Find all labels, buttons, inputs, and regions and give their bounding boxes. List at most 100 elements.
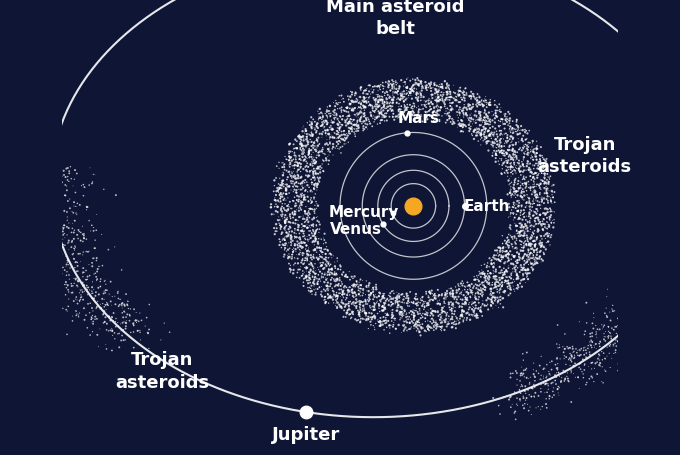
Point xyxy=(353,122,364,130)
Point xyxy=(386,97,397,105)
Point xyxy=(471,285,482,292)
Point xyxy=(605,317,616,324)
Point xyxy=(396,112,407,120)
Point xyxy=(505,211,516,218)
Point xyxy=(633,275,644,282)
Point xyxy=(426,85,437,92)
Point xyxy=(339,131,350,139)
Point xyxy=(390,80,401,87)
Point xyxy=(471,290,481,297)
Point xyxy=(359,95,370,102)
Point xyxy=(118,337,129,344)
Point xyxy=(454,304,464,311)
Point xyxy=(453,283,464,290)
Point xyxy=(617,304,628,311)
Point xyxy=(541,239,551,247)
Point xyxy=(119,301,130,308)
Point xyxy=(626,313,636,321)
Point xyxy=(456,128,466,136)
Point xyxy=(392,90,403,97)
Point xyxy=(515,228,526,236)
Point xyxy=(511,241,522,248)
Point xyxy=(401,76,412,84)
Point xyxy=(358,105,369,112)
Point xyxy=(493,244,504,252)
Point xyxy=(286,237,296,244)
Point xyxy=(89,255,100,262)
Point xyxy=(317,119,328,126)
Point xyxy=(415,321,426,329)
Point xyxy=(328,130,339,137)
Point xyxy=(335,303,346,310)
Point xyxy=(304,206,315,213)
Point xyxy=(124,318,135,325)
Point xyxy=(529,384,540,391)
Point xyxy=(439,101,450,109)
Point xyxy=(395,97,406,104)
Point xyxy=(288,168,299,176)
Point xyxy=(304,147,315,155)
Point xyxy=(522,232,532,239)
Point xyxy=(31,165,41,172)
Point xyxy=(324,149,335,156)
Point xyxy=(67,283,78,290)
Point xyxy=(529,243,540,250)
Point xyxy=(332,296,343,303)
Point xyxy=(470,96,481,103)
Point xyxy=(396,116,407,124)
Point xyxy=(329,117,340,124)
Point xyxy=(377,117,388,124)
Point xyxy=(358,290,369,297)
Point xyxy=(392,96,403,104)
Point xyxy=(361,91,372,98)
Point xyxy=(101,299,112,307)
Point xyxy=(483,306,494,313)
Point xyxy=(626,303,637,310)
Point xyxy=(452,91,463,99)
Point xyxy=(486,292,497,299)
Point xyxy=(354,100,364,107)
Point xyxy=(50,251,61,258)
Point xyxy=(505,188,516,195)
Point xyxy=(433,94,444,101)
Point xyxy=(632,336,643,344)
Point xyxy=(377,318,388,326)
Point xyxy=(515,238,526,246)
Point xyxy=(664,308,675,315)
Point xyxy=(536,240,547,248)
Point xyxy=(324,152,335,159)
Point xyxy=(530,161,541,168)
Point xyxy=(279,153,290,161)
Point xyxy=(447,106,458,114)
Point xyxy=(357,315,368,323)
Point xyxy=(294,251,305,258)
Point xyxy=(568,349,579,356)
Point xyxy=(278,197,289,204)
Point xyxy=(299,275,310,282)
Point xyxy=(311,159,322,166)
Point xyxy=(517,244,528,251)
Point xyxy=(435,314,446,321)
Point xyxy=(316,147,327,155)
Point xyxy=(527,162,538,169)
Point xyxy=(352,124,363,131)
Point xyxy=(341,141,352,148)
Point xyxy=(569,364,580,371)
Point xyxy=(440,300,451,308)
Point xyxy=(307,119,318,126)
Point xyxy=(332,282,343,289)
Point xyxy=(299,150,309,157)
Point xyxy=(326,117,337,125)
Point xyxy=(656,260,666,267)
Point xyxy=(506,275,517,283)
Point xyxy=(327,146,338,153)
Point xyxy=(500,240,511,248)
Point xyxy=(310,170,321,177)
Point xyxy=(41,202,52,209)
Point xyxy=(454,92,465,100)
Point xyxy=(398,296,409,303)
Point xyxy=(56,224,67,232)
Point xyxy=(490,284,500,292)
Point xyxy=(324,251,335,258)
Point xyxy=(524,198,534,205)
